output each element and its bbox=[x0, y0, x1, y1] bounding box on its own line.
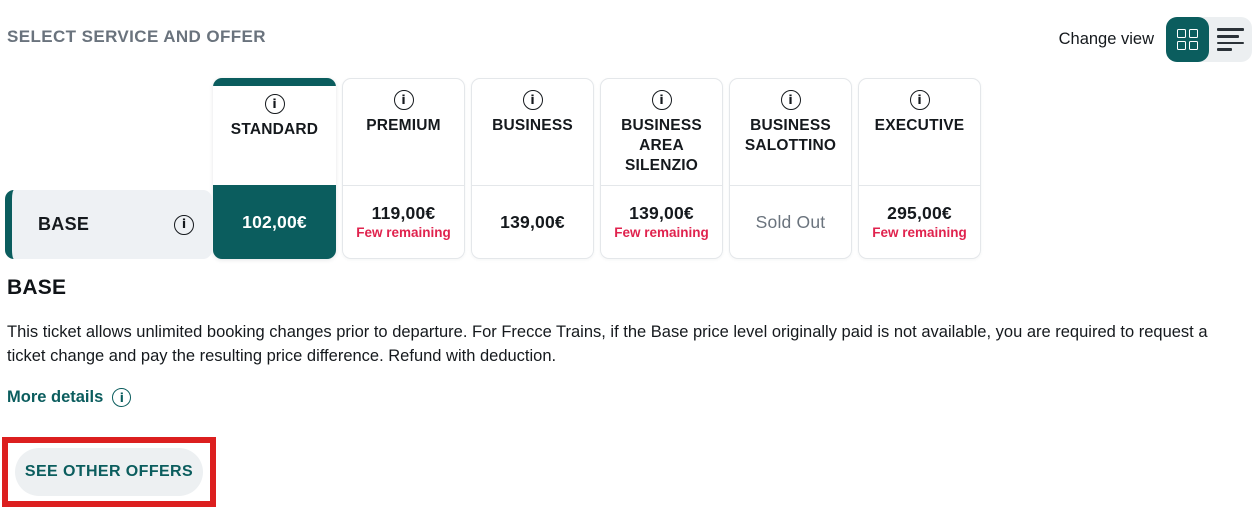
service-column-business: BUSINESS 139,00€ bbox=[471, 78, 594, 259]
service-column-premium: PREMIUM 119,00€ Few remaining bbox=[342, 78, 465, 259]
service-header-business[interactable]: BUSINESS bbox=[472, 79, 593, 185]
price-value: 119,00€ bbox=[371, 203, 436, 223]
grid-view-icon bbox=[1177, 29, 1198, 50]
info-icon[interactable] bbox=[393, 90, 414, 110]
service-header-business-salottino[interactable]: BUSINESS SALOTTINO bbox=[730, 79, 851, 185]
service-column-standard: STANDARD 102,00€ bbox=[213, 78, 336, 259]
price-note: Few remaining bbox=[614, 225, 709, 240]
sold-out-label: Sold Out bbox=[755, 211, 826, 232]
service-header-premium[interactable]: PREMIUM bbox=[343, 79, 464, 185]
info-icon[interactable] bbox=[174, 214, 194, 235]
info-icon[interactable] bbox=[264, 94, 285, 114]
price-cell-premium-base[interactable]: 119,00€ Few remaining bbox=[343, 185, 464, 258]
info-icon[interactable] bbox=[651, 90, 672, 110]
info-icon bbox=[112, 388, 132, 407]
see-other-offers-button[interactable]: SEE OTHER OFFERS bbox=[15, 448, 203, 496]
service-header-standard[interactable]: STANDARD bbox=[213, 86, 336, 185]
view-controls: Change view bbox=[1059, 17, 1252, 62]
price-note: Few remaining bbox=[872, 225, 967, 240]
list-view-button[interactable] bbox=[1209, 17, 1252, 62]
price-cell-business-salottino-base: Sold Out bbox=[730, 185, 851, 258]
offer-row-label: BASE bbox=[38, 214, 90, 234]
info-icon[interactable] bbox=[909, 90, 930, 110]
price-cell-executive-base[interactable]: 295,00€ Few remaining bbox=[859, 185, 980, 258]
service-column-business-area-silenzio: BUSINESS AREA SILENZIO 139,00€ Few remai… bbox=[600, 78, 723, 259]
service-column-executive: EXECUTIVE 295,00€ Few remaining bbox=[858, 78, 981, 259]
price-cell-business-area-silenzio-base[interactable]: 139,00€ Few remaining bbox=[601, 185, 722, 258]
service-name: BUSINESS bbox=[492, 117, 573, 134]
service-name: EXECUTIVE bbox=[874, 117, 965, 134]
change-view-label: Change view bbox=[1058, 30, 1154, 48]
view-toggle bbox=[1166, 17, 1252, 62]
service-name: PREMIUM bbox=[366, 117, 441, 134]
offer-row-base[interactable]: BASE bbox=[5, 190, 212, 259]
offer-description: This ticket allows unlimited booking cha… bbox=[7, 323, 1208, 365]
price-value: 102,00€ bbox=[242, 211, 307, 232]
page-title: SELECT SERVICE AND OFFER bbox=[7, 27, 266, 46]
service-name: BUSINESS AREA SILENZIO bbox=[621, 117, 702, 174]
service-header-executive[interactable]: EXECUTIVE bbox=[859, 79, 980, 185]
service-name: STANDARD bbox=[230, 121, 319, 138]
price-note: Few remaining bbox=[356, 225, 451, 240]
price-cell-business-base[interactable]: 139,00€ bbox=[472, 185, 593, 258]
info-icon[interactable] bbox=[522, 90, 543, 110]
service-column-business-salottino: BUSINESS SALOTTINO Sold Out bbox=[729, 78, 852, 259]
more-details-link[interactable]: More details bbox=[7, 388, 132, 407]
offer-title: BASE bbox=[7, 276, 67, 299]
price-value: 295,00€ bbox=[887, 203, 952, 223]
service-header-business-area-silenzio[interactable]: BUSINESS AREA SILENZIO bbox=[601, 79, 722, 185]
grid-view-button[interactable] bbox=[1166, 17, 1209, 62]
annotation-highlight-box: SEE OTHER OFFERS bbox=[2, 437, 216, 507]
price-cell-standard-base[interactable]: 102,00€ bbox=[213, 185, 336, 259]
list-view-icon bbox=[1217, 28, 1244, 51]
price-value: 139,00€ bbox=[500, 211, 565, 232]
service-name: BUSINESS SALOTTINO bbox=[744, 117, 837, 154]
info-icon[interactable] bbox=[780, 90, 801, 110]
price-value: 139,00€ bbox=[629, 203, 694, 223]
more-details-label: More details bbox=[7, 388, 104, 406]
